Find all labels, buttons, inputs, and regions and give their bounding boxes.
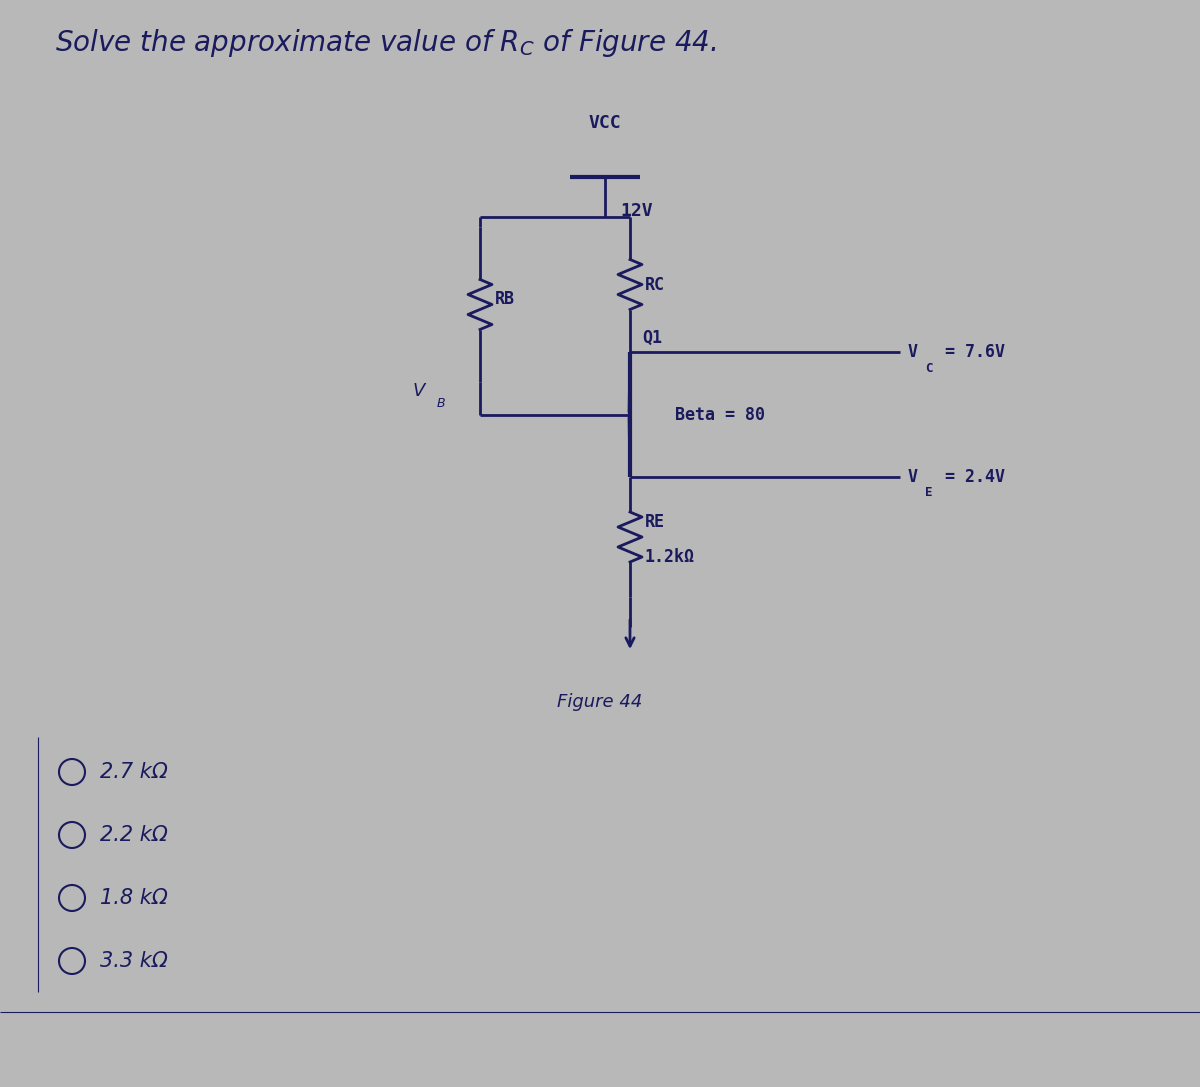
Text: 2.7 kΩ: 2.7 kΩ: [100, 762, 168, 782]
Text: V: V: [413, 382, 425, 400]
Text: = 2.4V: = 2.4V: [946, 468, 1004, 486]
Text: 1.8 kΩ: 1.8 kΩ: [100, 888, 168, 908]
Text: Figure 44: Figure 44: [557, 694, 643, 711]
Text: Solve the approximate value of R$_C$ of Figure 44.: Solve the approximate value of R$_C$ of …: [55, 27, 716, 59]
Text: 1.2kΩ: 1.2kΩ: [646, 548, 695, 566]
Text: RB: RB: [496, 290, 515, 309]
Text: V: V: [908, 343, 918, 361]
Text: B: B: [437, 397, 445, 410]
Text: Beta = 80: Beta = 80: [674, 407, 766, 424]
Text: 12V: 12V: [620, 202, 653, 220]
Text: VCC: VCC: [589, 114, 622, 132]
Text: 2.2 kΩ: 2.2 kΩ: [100, 825, 168, 845]
Text: RE: RE: [646, 513, 665, 532]
Text: = 7.6V: = 7.6V: [946, 343, 1004, 361]
Text: RC: RC: [646, 275, 665, 293]
Text: Q1: Q1: [642, 329, 662, 347]
Text: 3.3 kΩ: 3.3 kΩ: [100, 951, 168, 971]
Text: V: V: [908, 468, 918, 486]
Text: C: C: [925, 362, 932, 375]
Text: E: E: [925, 487, 932, 500]
